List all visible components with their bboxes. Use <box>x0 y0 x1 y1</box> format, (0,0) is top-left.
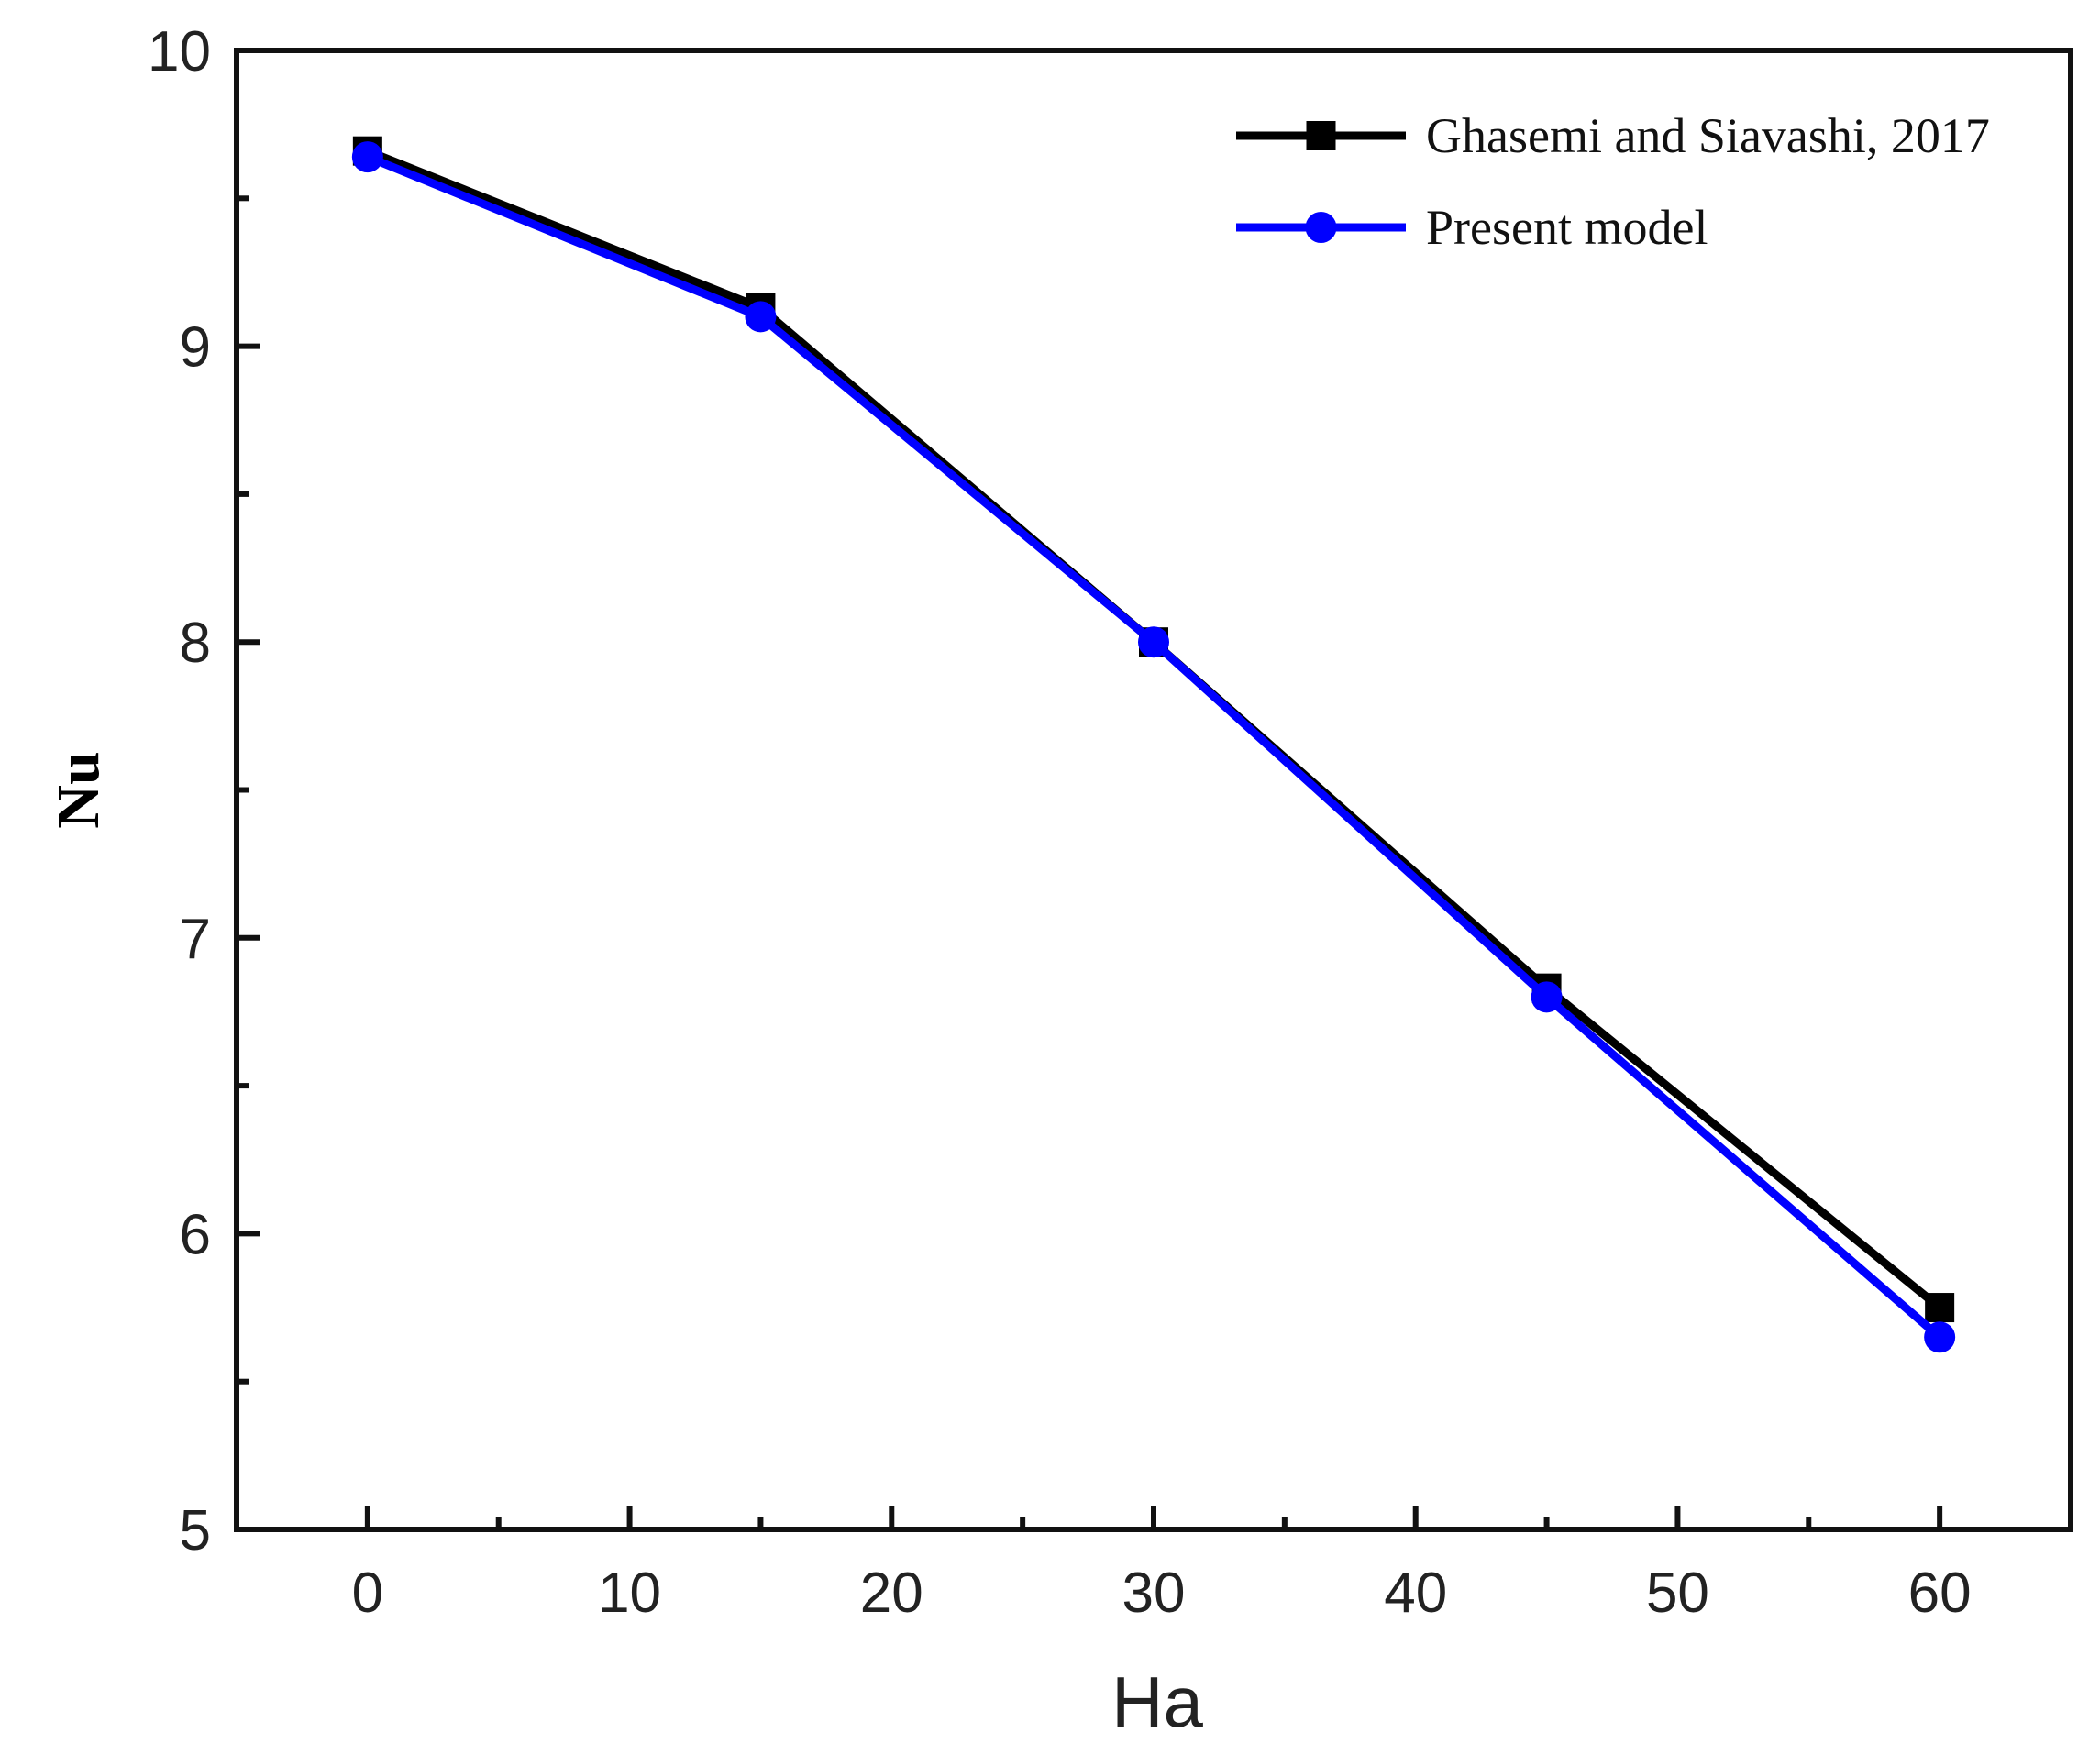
legend-label: Present model <box>1426 200 1708 255</box>
legend-entry-1: Ghasemi and Siavashi, 2017 <box>1236 108 1990 163</box>
series-line <box>366 152 1943 1341</box>
legend-label: Ghasemi and Siavashi, 2017 <box>1426 108 1990 163</box>
y-tick-label: 6 <box>180 1203 211 1266</box>
y-tick-label: 9 <box>180 316 211 380</box>
y-axis-title: Nu <box>45 751 112 828</box>
y-tick-label: 10 <box>148 20 211 83</box>
series-2 <box>351 141 1956 1353</box>
x-tick-label: 10 <box>598 1562 661 1625</box>
y-tick-label: 7 <box>180 908 211 971</box>
y-tick-label: 8 <box>180 612 211 675</box>
x-tick-label: 30 <box>1122 1562 1186 1625</box>
x-tick-label: 20 <box>860 1562 923 1625</box>
data-point-circle <box>1138 626 1169 658</box>
x-tick-label: 50 <box>1646 1562 1709 1625</box>
legend-marker-circle <box>1305 212 1337 243</box>
x-tick-label: 0 <box>352 1562 383 1625</box>
data-point-circle <box>1531 981 1563 1013</box>
legend: Ghasemi and Siavashi, 2017 Present model <box>1236 108 1990 255</box>
axes: 0 10 20 30 40 50 60 5 6 7 8 9 10 <box>148 20 2073 1625</box>
plot-frame <box>234 48 2073 1532</box>
legend-marker-square <box>1306 121 1336 150</box>
x-axis-title: Ha <box>1111 1661 1203 1742</box>
y-tick-label: 5 <box>180 1499 211 1562</box>
data-point-circle <box>351 141 383 173</box>
plot-area <box>351 136 1956 1353</box>
data-point-circle <box>745 301 777 333</box>
x-tick-label: 60 <box>1908 1562 1972 1625</box>
legend-entry-2: Present model <box>1236 200 1708 255</box>
data-point-square <box>1925 1293 1955 1323</box>
x-tick-label: 40 <box>1384 1562 1447 1625</box>
data-point-circle <box>1924 1321 1956 1353</box>
